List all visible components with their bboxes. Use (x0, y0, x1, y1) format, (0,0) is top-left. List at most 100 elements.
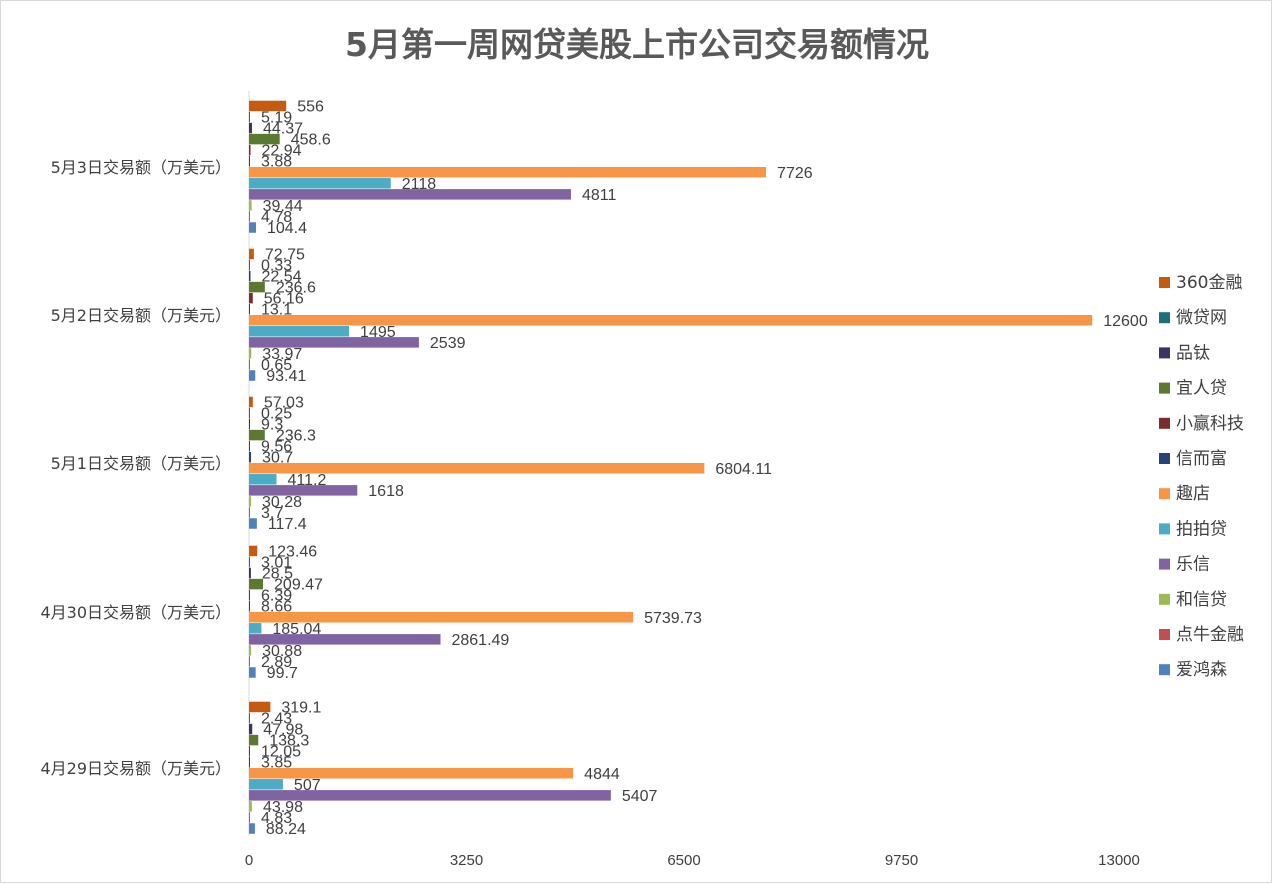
bar (249, 111, 250, 123)
data-label: 6.39 (261, 588, 292, 605)
bar (249, 144, 251, 156)
data-label: 12.05 (261, 744, 301, 761)
data-label: 0.25 (261, 406, 292, 423)
legend-swatch (1159, 453, 1170, 464)
data-label: 117.4 (268, 516, 307, 533)
data-label: 556 (297, 98, 324, 115)
data-label: 319.1 (281, 699, 321, 716)
bar (249, 545, 258, 557)
legend-label: 品钛 (1176, 343, 1210, 363)
legend-label: 信而富 (1176, 449, 1227, 469)
data-label: 3.7 (261, 505, 283, 522)
data-label: 236.3 (276, 428, 316, 445)
bar (249, 507, 250, 518)
data-label: 138.3 (269, 733, 309, 750)
bar (249, 556, 250, 568)
x-tick-label: 9750 (885, 852, 918, 869)
data-label: 72.75 (265, 246, 305, 263)
legend-label: 拍拍贷 (1176, 519, 1227, 539)
bar (249, 200, 252, 211)
data-label: 5.19 (261, 110, 292, 127)
bar (249, 303, 250, 315)
legend-swatch (1159, 488, 1170, 500)
bar (249, 496, 252, 507)
axis-layer: 0 3250 6500 9750 13000 4月29日交易额（万美元） 4月30日交易额（… (40, 91, 1140, 869)
bar (249, 589, 250, 601)
bar (249, 259, 250, 271)
legend-label: 和信贷 (1176, 590, 1227, 610)
legend-swatch (1159, 523, 1170, 535)
data-label: 99.7 (267, 665, 298, 682)
data-label: 9.56 (261, 439, 292, 456)
bar (249, 578, 264, 590)
data-label: 5739.73 (644, 610, 702, 627)
bar (249, 155, 250, 167)
data-label: 13.1 (261, 302, 292, 319)
legend-swatch (1159, 593, 1170, 605)
category-label: 5月3日交易额（万美元） (51, 158, 231, 177)
data-label: 5407 (622, 788, 658, 805)
data-label: 185.04 (272, 621, 321, 638)
x-tick-label: 3250 (450, 852, 483, 869)
data-label: 4.78 (261, 209, 292, 226)
bar (249, 812, 250, 823)
data-label: 57.03 (264, 394, 304, 411)
legend-swatch (1159, 558, 1170, 570)
data-label: 4844 (584, 766, 620, 783)
data-label: 9.3 (261, 417, 283, 434)
bar (249, 189, 571, 200)
data-label: 236.6 (276, 280, 316, 297)
bar (249, 270, 251, 282)
bar (249, 600, 250, 612)
data-label: 28.5 (262, 566, 293, 583)
bar (249, 518, 257, 529)
bar (249, 133, 280, 145)
bar (249, 474, 277, 485)
bar (249, 701, 271, 713)
bar (249, 667, 256, 678)
bar (249, 712, 250, 724)
legend-label: 趣店 (1176, 484, 1210, 504)
bar (249, 222, 256, 233)
legend-label: 360金融 (1176, 273, 1242, 293)
category-label: 5月2日交易额（万美元） (51, 306, 231, 325)
data-label: 93.41 (266, 368, 306, 385)
bar (249, 429, 265, 441)
bar (249, 100, 287, 112)
bar (249, 567, 251, 579)
data-label: 22.94 (262, 143, 302, 160)
data-label: 6804.11 (715, 461, 772, 478)
bar (249, 281, 265, 293)
bar (249, 623, 262, 634)
bar (249, 768, 574, 779)
bar (249, 645, 252, 656)
data-label: 3.88 (261, 154, 292, 171)
chart-title: 5月第一周网贷美股上市公司交易额情况 (345, 25, 929, 64)
data-label: 3.85 (261, 755, 292, 772)
data-label: 12600 (1103, 313, 1148, 330)
bar (249, 348, 252, 359)
data-label: 22.54 (262, 269, 302, 286)
bar (249, 359, 250, 370)
legend-label: 微贷网 (1176, 308, 1227, 328)
bar (249, 315, 1093, 326)
x-tick-label: 0 (245, 852, 253, 869)
x-tick-label: 6500 (667, 852, 700, 869)
data-label: 2118 (402, 176, 437, 193)
bar (249, 370, 256, 381)
data-label: 30.88 (262, 643, 302, 660)
bar (249, 823, 255, 834)
data-label: 2.43 (261, 711, 292, 728)
legend-label: 宜人贷 (1176, 379, 1227, 399)
bar (249, 745, 250, 757)
bar (249, 634, 441, 645)
legend-label: 点牛金融 (1176, 625, 1244, 645)
data-label: 104.4 (267, 220, 307, 237)
legend-swatch (1159, 312, 1170, 324)
data-label: 8.66 (261, 599, 292, 616)
data-label: 2539 (430, 335, 466, 352)
data-label: 88.24 (266, 821, 306, 838)
